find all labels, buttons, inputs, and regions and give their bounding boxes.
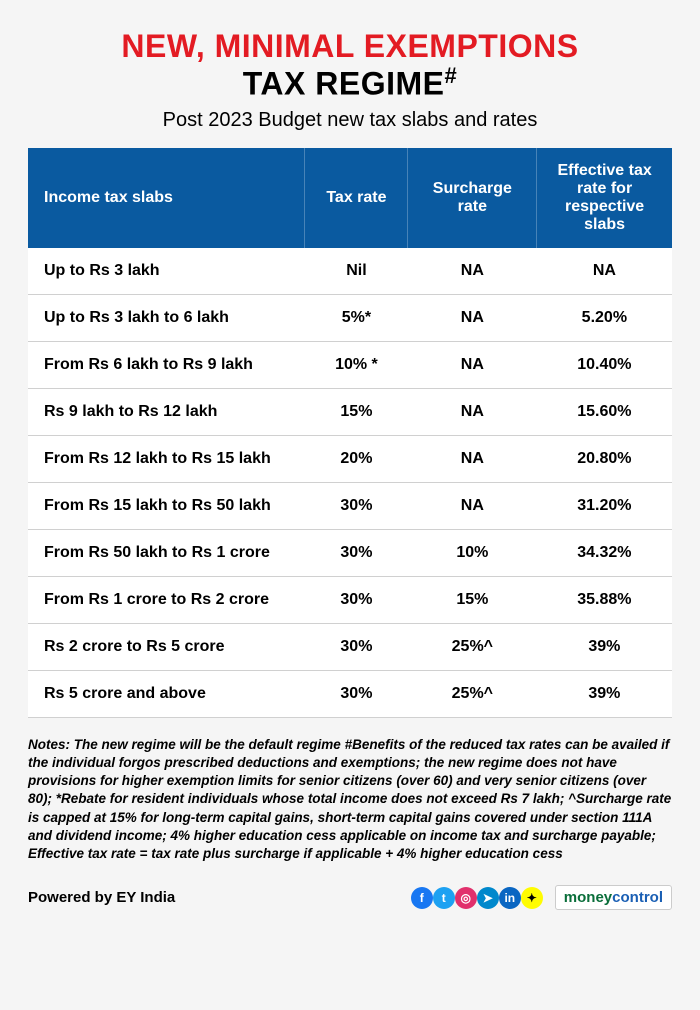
- table-header: Income tax slabs Tax rate Surcharge rate…: [28, 148, 672, 248]
- table-cell: Rs 2 crore to Rs 5 crore: [28, 623, 305, 670]
- col-header-rate: Tax rate: [305, 148, 408, 248]
- col-header-effective: Effective tax rate for respective slabs: [537, 148, 672, 248]
- table-cell: 31.20%: [537, 482, 672, 529]
- table-cell: NA: [408, 341, 537, 388]
- table-cell: 5%*: [305, 294, 408, 341]
- snapchat-icon[interactable]: ✦: [521, 887, 543, 909]
- table-cell: From Rs 15 lakh to Rs 50 lakh: [28, 482, 305, 529]
- table-row: Rs 9 lakh to Rs 12 lakh15%NA15.60%: [28, 388, 672, 435]
- table-cell: Nil: [305, 248, 408, 295]
- linkedin-icon[interactable]: in: [499, 887, 521, 909]
- table-cell: 25%^: [408, 623, 537, 670]
- telegram-icon[interactable]: ➤: [477, 887, 499, 909]
- table-row: Up to Rs 3 lakh to 6 lakh5%*NA5.20%: [28, 294, 672, 341]
- table-cell: NA: [408, 294, 537, 341]
- table-cell: 30%: [305, 670, 408, 717]
- table-row: From Rs 12 lakh to Rs 15 lakh20%NA20.80%: [28, 435, 672, 482]
- table-cell: 15%: [408, 576, 537, 623]
- table-row: Rs 2 crore to Rs 5 crore30%25%^39%: [28, 623, 672, 670]
- table-cell: 5.20%: [537, 294, 672, 341]
- table-row: From Rs 50 lakh to Rs 1 crore30%10%34.32…: [28, 529, 672, 576]
- footer: Powered by EY India ft◎➤in✦ moneycontrol: [28, 885, 672, 910]
- table-cell: 30%: [305, 576, 408, 623]
- col-header-slabs: Income tax slabs: [28, 148, 305, 248]
- instagram-icon[interactable]: ◎: [455, 887, 477, 909]
- table-row: From Rs 1 crore to Rs 2 crore30%15%35.88…: [28, 576, 672, 623]
- table-cell: 34.32%: [537, 529, 672, 576]
- powered-by: Powered by EY India: [28, 889, 175, 906]
- col-header-surcharge: Surcharge rate: [408, 148, 537, 248]
- table-cell: NA: [537, 248, 672, 295]
- table-cell: 10% *: [305, 341, 408, 388]
- table-cell: Rs 9 lakh to Rs 12 lakh: [28, 388, 305, 435]
- table-cell: 20.80%: [537, 435, 672, 482]
- table-cell: NA: [408, 435, 537, 482]
- table-cell: NA: [408, 388, 537, 435]
- table-row: Rs 5 crore and above30%25%^39%: [28, 670, 672, 717]
- table-cell: 30%: [305, 623, 408, 670]
- table-cell: 20%: [305, 435, 408, 482]
- notes-text: Notes: The new regime will be the defaul…: [28, 736, 672, 864]
- table-row: Up to Rs 3 lakhNilNANA: [28, 248, 672, 295]
- table-cell: 39%: [537, 670, 672, 717]
- table-row: From Rs 15 lakh to Rs 50 lakh30%NA31.20%: [28, 482, 672, 529]
- table-cell: 30%: [305, 529, 408, 576]
- table-row: From Rs 6 lakh to Rs 9 lakh10% *NA10.40%: [28, 341, 672, 388]
- table-cell: From Rs 12 lakh to Rs 15 lakh: [28, 435, 305, 482]
- title-line2-text: TAX REGIME: [243, 66, 445, 102]
- table-cell: Rs 5 crore and above: [28, 670, 305, 717]
- table-cell: From Rs 6 lakh to Rs 9 lakh: [28, 341, 305, 388]
- title-line1: NEW, MINIMAL EXEMPTIONS: [28, 28, 672, 65]
- table-cell: NA: [408, 248, 537, 295]
- table-cell: 15%: [305, 388, 408, 435]
- social-icons: ft◎➤in✦ moneycontrol: [411, 885, 672, 910]
- table-body: Up to Rs 3 lakhNilNANAUp to Rs 3 lakh to…: [28, 248, 672, 718]
- table-cell: 10.40%: [537, 341, 672, 388]
- table-cell: 10%: [408, 529, 537, 576]
- title-line2: TAX REGIME#: [28, 63, 672, 103]
- subtitle: Post 2023 Budget new tax slabs and rates: [28, 109, 672, 132]
- table-cell: Up to Rs 3 lakh to 6 lakh: [28, 294, 305, 341]
- facebook-icon[interactable]: f: [411, 887, 433, 909]
- twitter-icon[interactable]: t: [433, 887, 455, 909]
- table-cell: 39%: [537, 623, 672, 670]
- table-cell: 25%^: [408, 670, 537, 717]
- brand-part1: money: [564, 889, 612, 906]
- table-cell: From Rs 50 lakh to Rs 1 crore: [28, 529, 305, 576]
- table-cell: 15.60%: [537, 388, 672, 435]
- table-cell: 30%: [305, 482, 408, 529]
- table-cell: Up to Rs 3 lakh: [28, 248, 305, 295]
- table-cell: From Rs 1 crore to Rs 2 crore: [28, 576, 305, 623]
- table-cell: 35.88%: [537, 576, 672, 623]
- brand-part2: control: [612, 889, 663, 906]
- table-cell: NA: [408, 482, 537, 529]
- title-hash: #: [445, 63, 458, 88]
- tax-table: Income tax slabs Tax rate Surcharge rate…: [28, 148, 672, 718]
- moneycontrol-logo: moneycontrol: [555, 885, 672, 910]
